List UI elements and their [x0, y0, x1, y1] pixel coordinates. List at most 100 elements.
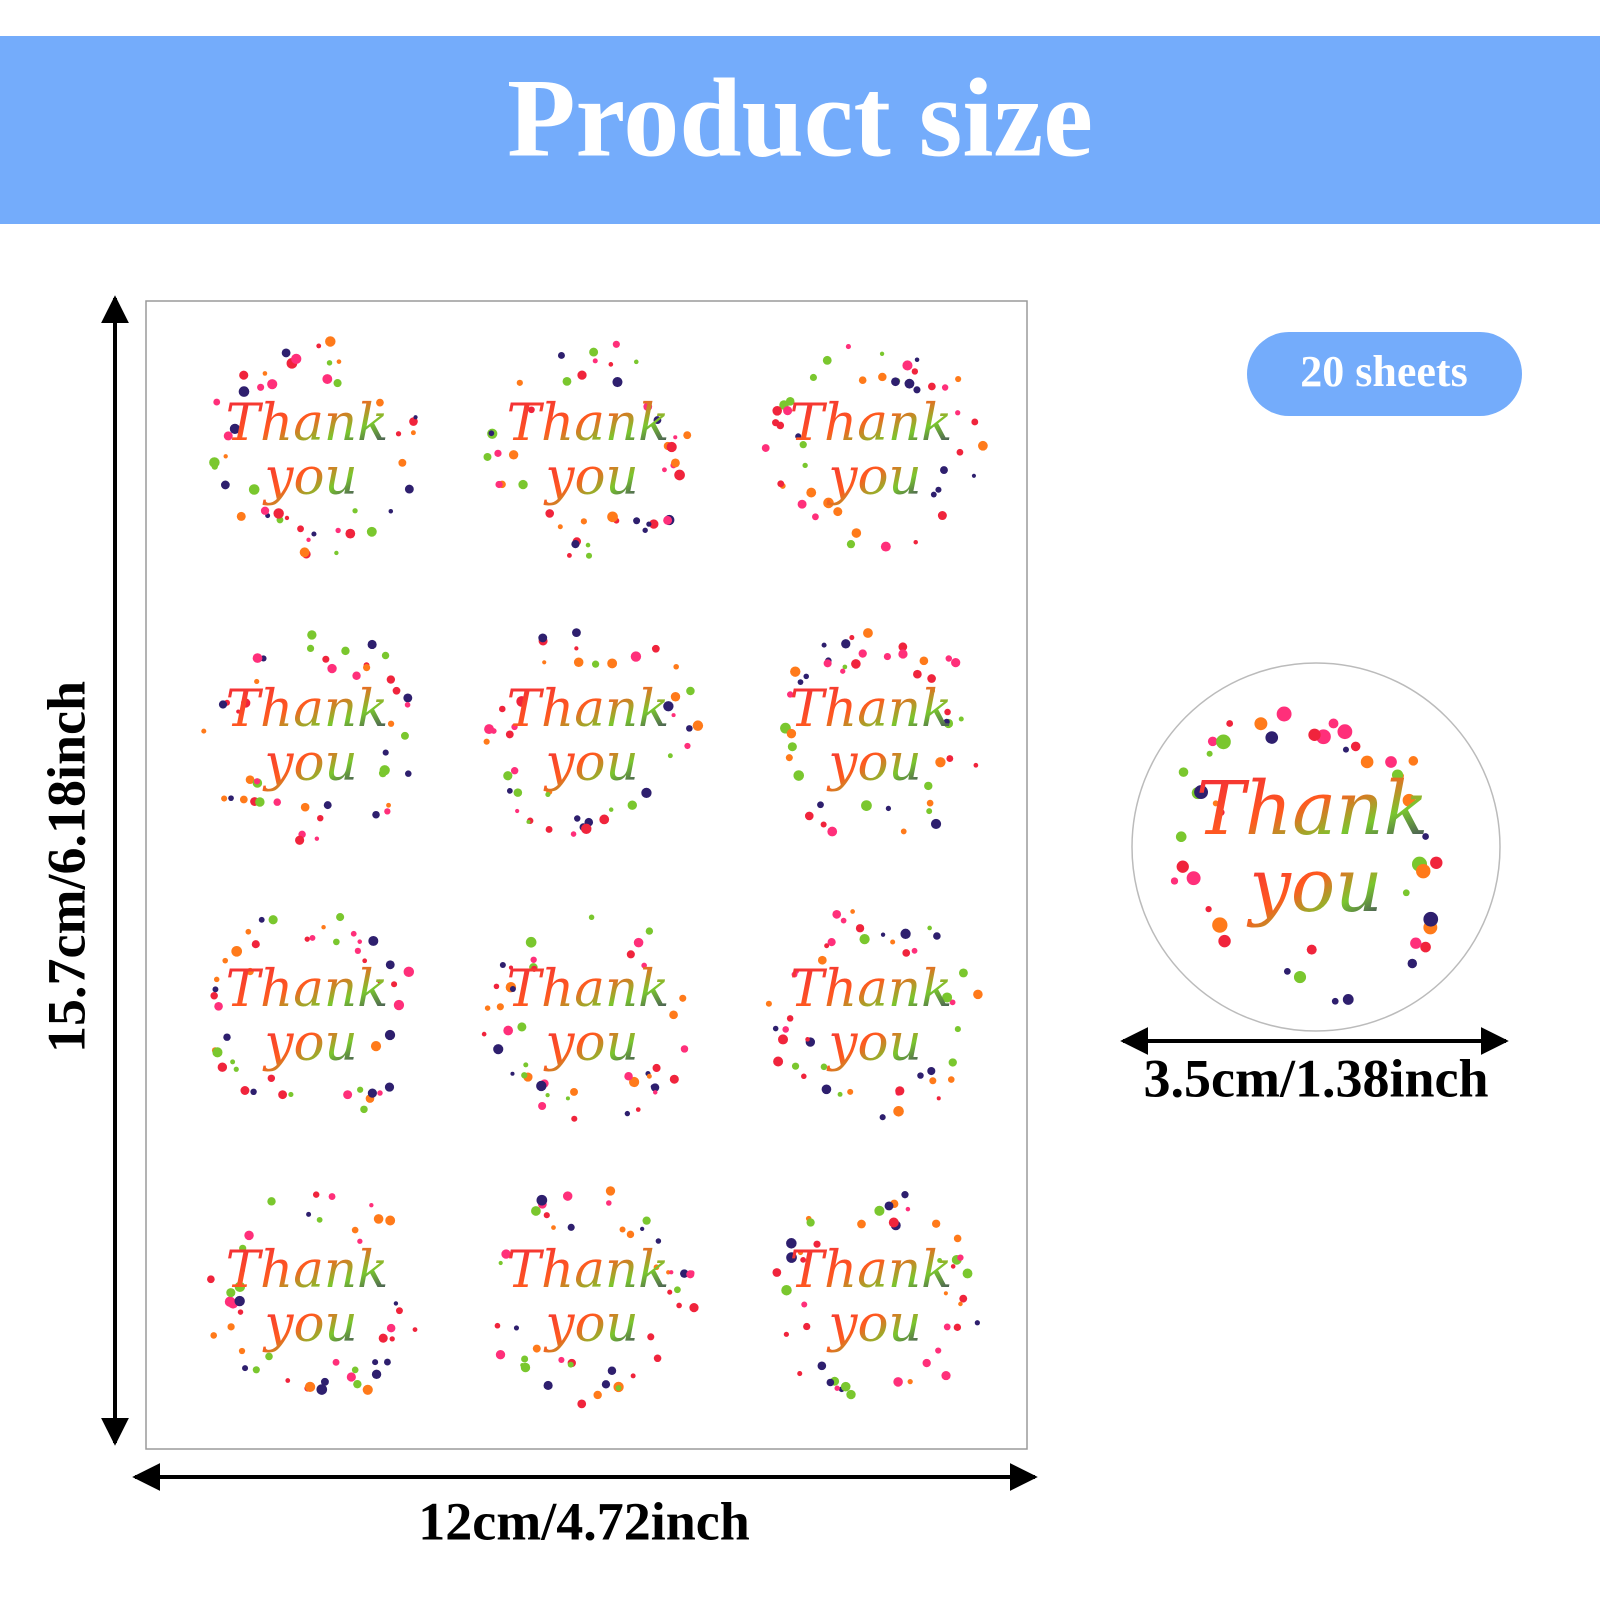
confetti	[845, 344, 851, 350]
confetti	[761, 444, 770, 452]
confetti	[937, 511, 947, 521]
confetti	[1176, 860, 1189, 873]
confetti	[400, 731, 409, 740]
confetti	[515, 808, 520, 814]
confetti	[521, 1072, 528, 1079]
confetti	[557, 524, 563, 530]
confetti	[496, 1003, 504, 1011]
confetti	[606, 1200, 612, 1206]
confetti	[1293, 971, 1307, 984]
confetti	[332, 1358, 340, 1366]
confetti	[773, 1056, 784, 1067]
confetti	[669, 1270, 674, 1275]
confetti	[943, 718, 950, 725]
confetti	[935, 486, 942, 493]
confetti	[929, 1077, 937, 1085]
confetti	[955, 375, 962, 383]
confetti	[786, 728, 797, 739]
confetti	[589, 347, 599, 357]
confetti	[953, 1323, 962, 1332]
confetti	[833, 507, 843, 517]
sticker-text: Thank	[790, 959, 953, 1019]
confetti	[633, 937, 644, 948]
confetti	[483, 738, 490, 745]
confetti	[913, 386, 921, 394]
confetti	[629, 1076, 640, 1088]
confetti	[238, 386, 250, 397]
confetti	[493, 983, 500, 990]
confetti	[817, 955, 827, 965]
sticker-text: Thank	[790, 393, 953, 453]
confetti	[608, 362, 614, 367]
confetti	[413, 415, 418, 420]
confetti	[531, 1206, 541, 1216]
confetti	[922, 1358, 931, 1368]
confetti	[914, 357, 920, 363]
sticker-text: you	[1246, 844, 1382, 929]
confetti	[233, 1066, 239, 1072]
confetti	[813, 1240, 821, 1248]
confetti	[588, 914, 595, 921]
confetti	[284, 515, 290, 521]
sticker-text: Thank	[790, 679, 953, 739]
confetti	[253, 778, 261, 785]
confetti	[306, 1211, 312, 1217]
confetti	[322, 655, 330, 663]
confetti	[516, 379, 523, 386]
sticker-text: Thank	[507, 393, 670, 453]
confetti	[935, 757, 946, 768]
confetti	[653, 416, 662, 424]
confetti	[851, 528, 862, 538]
confetti	[304, 936, 310, 942]
confetti	[640, 1226, 645, 1232]
confetti	[929, 688, 936, 694]
confetti	[667, 753, 673, 759]
confetti	[240, 1268, 245, 1274]
confetti	[837, 1091, 843, 1097]
confetti	[536, 1194, 548, 1206]
sticker-text: you	[826, 733, 921, 793]
confetti	[210, 1332, 218, 1339]
confetti	[570, 1087, 578, 1096]
confetti	[612, 377, 623, 388]
confetti	[642, 527, 648, 533]
confetti	[692, 720, 704, 731]
confetti	[580, 518, 587, 525]
confetti	[902, 949, 911, 957]
confetti	[508, 965, 514, 970]
confetti	[850, 909, 855, 914]
confetti	[1391, 769, 1404, 781]
confetti	[1178, 767, 1189, 777]
confetti	[252, 653, 263, 663]
confetti	[316, 343, 322, 349]
confetti	[234, 1295, 245, 1307]
confetti	[958, 716, 964, 722]
confetti	[214, 1001, 223, 1011]
confetti	[571, 540, 580, 549]
confetti	[218, 700, 228, 709]
confetti	[237, 1309, 244, 1315]
sticker-text: you	[826, 1013, 921, 1073]
confetti	[571, 1115, 578, 1122]
confetti	[673, 435, 678, 440]
confetti	[680, 1269, 689, 1278]
confetti	[223, 431, 233, 441]
confetti	[626, 1230, 635, 1239]
confetti	[817, 801, 824, 809]
confetti	[978, 440, 988, 451]
confetti	[384, 1082, 395, 1092]
confetti	[207, 1275, 215, 1284]
confetti	[1207, 736, 1218, 747]
confetti	[936, 1096, 941, 1101]
confetti	[357, 1238, 363, 1244]
confetti	[228, 795, 234, 802]
confetti	[404, 484, 414, 494]
confetti	[410, 430, 416, 436]
confetti	[851, 659, 861, 669]
confetti	[642, 1216, 651, 1225]
confetti	[523, 1062, 529, 1068]
confetti	[615, 1385, 622, 1391]
confetti	[653, 1090, 658, 1095]
confetti	[781, 1284, 792, 1296]
confetti	[612, 340, 620, 348]
